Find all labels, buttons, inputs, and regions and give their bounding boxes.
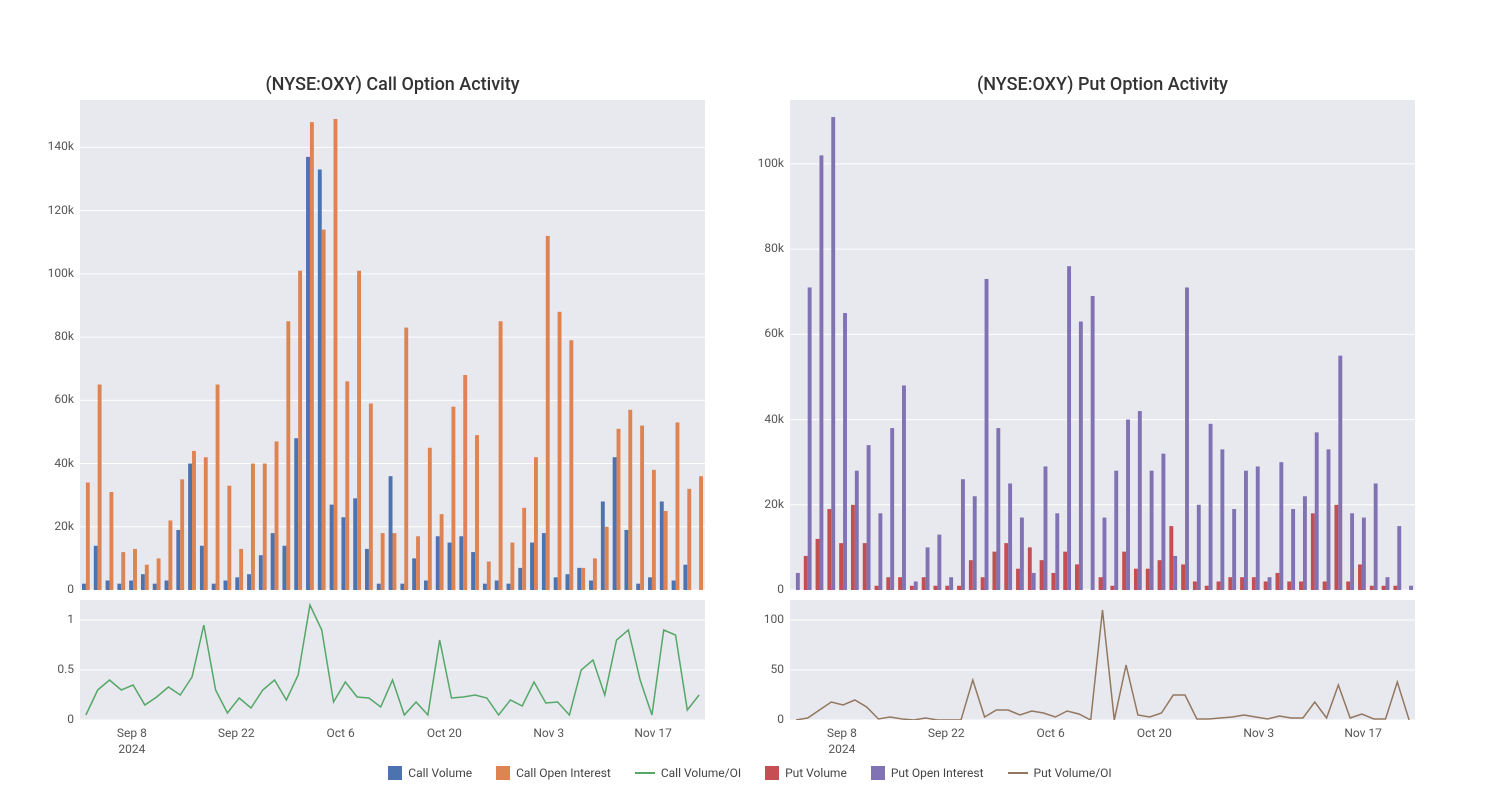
legend-item: Call Volume (388, 766, 472, 780)
ytick-label: 0 (67, 582, 74, 596)
ytick-label: 80k (764, 241, 784, 255)
ytick-label: 1 (67, 612, 74, 626)
ytick-label: 40k (54, 456, 74, 470)
ytick-label: 0 (777, 582, 784, 596)
xtick-label: Nov 3 (524, 726, 574, 740)
legend-label: Call Volume (408, 766, 472, 780)
xtick-label: Sep 8 (817, 726, 867, 740)
ytick-label: 0.5 (57, 662, 74, 676)
ytick-label: 60k (764, 326, 784, 340)
xtick-label: Oct 6 (1026, 726, 1076, 740)
put-ratio-chart (790, 600, 1415, 720)
xtick-label: Sep 22 (211, 726, 261, 740)
ytick-label: 40k (764, 412, 784, 426)
ytick-label: 100k (48, 266, 74, 280)
legend-item: Put Volume/OI (1008, 766, 1112, 780)
xtick-label: Oct 6 (316, 726, 366, 740)
legend-box-swatch (496, 766, 510, 780)
ytick-label: 0 (777, 712, 784, 726)
xtick-year-label: 2024 (817, 742, 867, 756)
legend-label: Put Volume (785, 766, 847, 780)
xtick-label: Nov 3 (1234, 726, 1284, 740)
ytick-label: 50 (771, 662, 785, 676)
xtick-label: Oct 20 (419, 726, 469, 740)
legend-item: Put Open Interest (871, 766, 984, 780)
legend-item: Put Volume (765, 766, 847, 780)
legend-label: Put Open Interest (891, 766, 984, 780)
xtick-label: Nov 17 (1338, 726, 1388, 740)
xtick-label: Sep 22 (921, 726, 971, 740)
legend: Call Volume Call Open Interest Call Volume… (0, 766, 1500, 780)
legend-label: Put Volume/OI (1034, 766, 1112, 780)
legend-label: Call Open Interest (516, 766, 611, 780)
put-volume-chart (790, 100, 1415, 590)
ytick-label: 20k (764, 497, 784, 511)
legend-line-swatch (635, 772, 655, 774)
ytick-label: 20k (54, 519, 74, 533)
legend-item: Call Volume/OI (635, 766, 741, 780)
ytick-label: 120k (48, 203, 74, 217)
ytick-label: 80k (54, 329, 74, 343)
xtick-label: Sep 8 (107, 726, 157, 740)
right-chart-title: (NYSE:OXY) Put Option Activity (790, 74, 1415, 95)
legend-box-swatch (871, 766, 885, 780)
legend-box-swatch (388, 766, 402, 780)
legend-item: Call Open Interest (496, 766, 611, 780)
xtick-label: Nov 17 (628, 726, 678, 740)
legend-box-swatch (765, 766, 779, 780)
chart-page: (NYSE:OXY) Call Option Activity (NYSE:OX… (0, 0, 1500, 800)
legend-line-swatch (1008, 772, 1028, 774)
ytick-label: 140k (48, 139, 74, 153)
ytick-label: 100 (764, 612, 784, 626)
ytick-label: 60k (54, 392, 74, 406)
left-chart-title: (NYSE:OXY) Call Option Activity (80, 74, 705, 95)
call-ratio-chart (80, 600, 705, 720)
legend-label: Call Volume/OI (661, 766, 741, 780)
call-volume-chart (80, 100, 705, 590)
ytick-label: 100k (758, 156, 784, 170)
xtick-year-label: 2024 (107, 742, 157, 756)
ytick-label: 0 (67, 712, 74, 726)
xtick-label: Oct 20 (1129, 726, 1179, 740)
